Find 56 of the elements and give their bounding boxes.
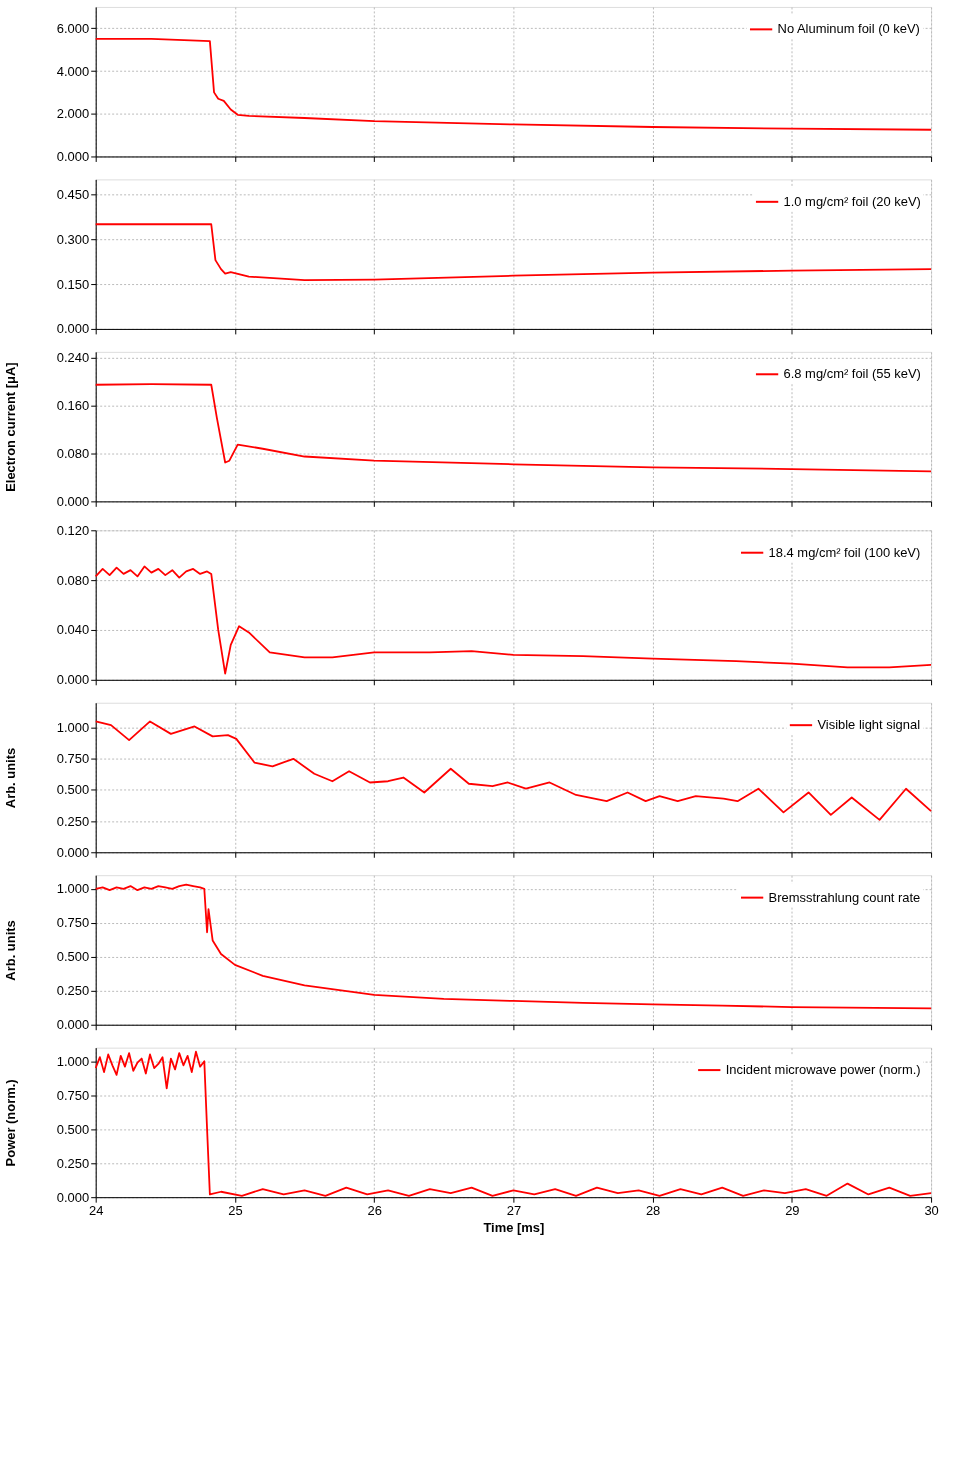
x-tick-label: 26 [367,1202,382,1218]
legend-label: 18.4 mg/cm² foil (100 keV) [768,544,921,560]
y-tick-label: 0.500 [56,949,90,965]
y-tick-label: 0.250 [56,983,90,999]
y-tick-label: 0.000 [56,1017,90,1033]
legend-label: 6.8 mg/cm² foil (55 keV) [783,366,921,382]
y-tick-label: 1.000 [56,720,90,736]
x-tick-label: 24 [89,1202,104,1218]
y-axis-title: Arb. units [3,747,19,809]
y-tick-label: 0.750 [56,1087,90,1103]
line-series [94,383,932,473]
legend-label: Incident microwave power (norm.) [725,1062,921,1078]
y-tick-label: 0.240 [56,350,90,366]
x-tick-label: 27 [506,1202,522,1218]
line-series [94,565,932,675]
y-tick-label: 0.040 [56,622,90,638]
y-axis-title: Power (norm.) [3,1079,19,1167]
y-tick-label: 0.000 [56,844,90,860]
legend-label: No Aluminum foil (0 keV) [777,21,920,37]
x-tick-label: 30 [924,1202,939,1218]
y-tick-label: 4.000 [56,63,90,79]
y-tick-label: 0.000 [56,321,90,337]
y-tick-label: 0.000 [56,672,90,688]
legend-label: 1.0 mg/cm² foil (20 keV) [783,193,921,209]
legend-label: Bremsstrahlung count rate [768,889,921,905]
y-axis-title: Arb. units [3,920,19,981]
y-tick-label: 0.300 [56,231,90,247]
line-series [94,223,932,282]
y-tick-label: 0.750 [56,751,90,767]
x-tick-label: 25 [228,1202,243,1218]
x-tick-label: 29 [785,1202,800,1218]
line-series [94,720,932,821]
y-tick-label: 0.500 [56,782,90,798]
y-tick-label: 0.250 [56,813,90,829]
x-tick-label: 28 [645,1202,661,1218]
y-tick-label: 0.000 [56,493,90,509]
y-axis-title: Electron current [μA] [3,362,19,492]
line-series [94,38,932,131]
y-tick-label: 2.000 [56,106,90,122]
x-axis-title: Time [ms] [483,1219,545,1235]
y-tick-label: 0.450 [56,186,90,202]
y-tick-label: 0.000 [56,1189,90,1205]
y-tick-label: 0.080 [56,446,90,462]
y-tick-label: 0.750 [56,915,90,931]
y-tick-label: 0.150 [56,276,90,292]
y-tick-label: 1.000 [56,1053,90,1069]
y-tick-label: 6.000 [56,20,90,36]
y-tick-label: 0.000 [56,148,90,164]
y-tick-label: 0.120 [56,522,90,538]
y-tick-label: 1.000 [56,881,90,897]
y-tick-label: 0.160 [56,398,90,414]
y-tick-label: 0.080 [56,572,90,588]
y-tick-label: 0.500 [56,1121,90,1137]
y-tick-label: 0.250 [56,1155,90,1171]
line-series [94,883,932,1010]
legend-label: Visible light signal [817,717,921,733]
